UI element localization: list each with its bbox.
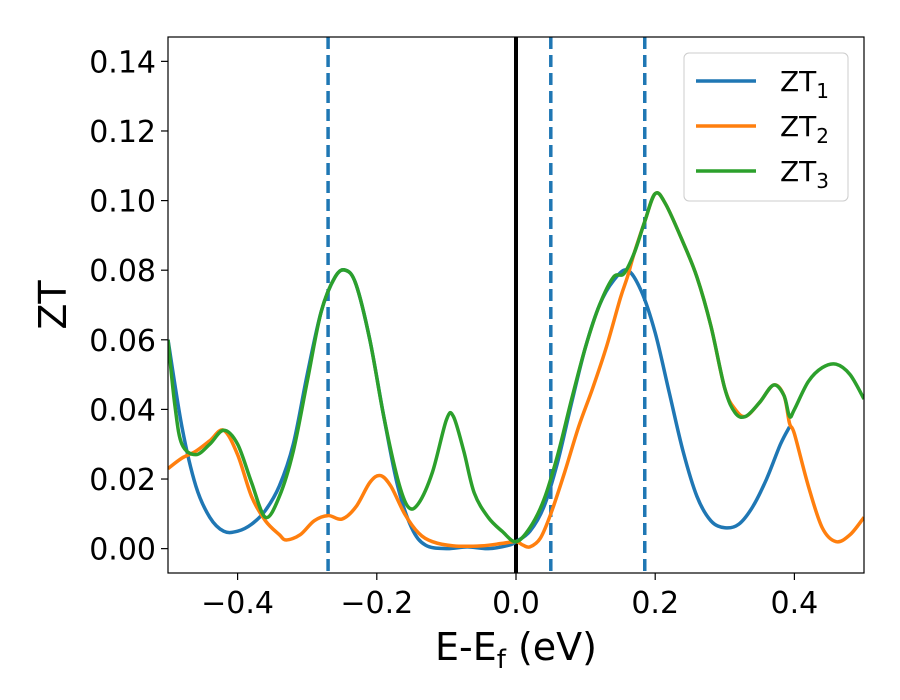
y-axis-title: ZT	[31, 280, 75, 330]
x-tick-label: −0.2	[340, 586, 413, 621]
y-tick-label: 0.14	[89, 45, 156, 80]
x-tick-label: 0.0	[492, 586, 540, 621]
y-tick-label: 0.08	[89, 254, 156, 289]
y-tick-label: 0.00	[89, 533, 156, 568]
x-tick-label: −0.4	[201, 586, 274, 621]
y-tick-label: 0.04	[89, 393, 156, 428]
x-tick-label: 0.2	[631, 586, 679, 621]
series-line-zt3	[168, 191, 864, 544]
x-tick-label: 0.4	[771, 586, 819, 621]
y-tick-label: 0.02	[89, 463, 156, 498]
y-tick-label: 0.12	[89, 115, 156, 150]
y-tick-label: 0.10	[89, 185, 156, 220]
legend-label-zt3: ZT3	[780, 155, 829, 193]
y-tick-label: 0.06	[89, 324, 156, 359]
x-axis: −0.4 −0.2 0.0 0.2 0.4	[201, 573, 818, 621]
series-lines	[168, 191, 864, 551]
legend-box	[683, 52, 849, 202]
reference-lines	[326, 37, 647, 573]
series-line-zt1	[168, 268, 792, 551]
legend-label-zt2: ZT2	[780, 110, 829, 148]
legend: ZT1 ZT2 ZT3	[683, 52, 849, 202]
x-axis-title: E-Ef (eV)	[435, 625, 597, 675]
legend-label-zt1: ZT1	[780, 65, 829, 103]
y-axis: 0.00 0.02 0.04 0.06 0.08 0.10 0.12 0.14	[89, 45, 168, 568]
